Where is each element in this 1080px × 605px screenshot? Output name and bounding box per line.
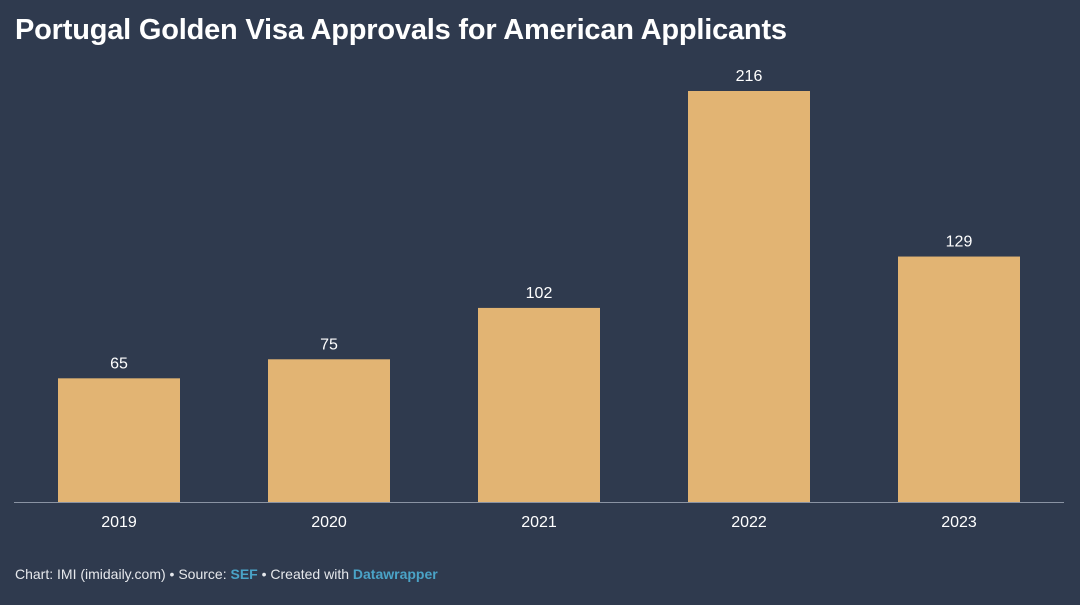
chart-title: Portugal Golden Visa Approvals for Ameri… [15, 14, 787, 46]
category-label-2020: 2020 [311, 514, 347, 531]
value-label-2021: 102 [526, 285, 553, 302]
source-prefix: Source: [178, 566, 231, 582]
source-link[interactable]: SEF [230, 566, 258, 582]
bar-2023 [898, 256, 1020, 502]
category-label-2022: 2022 [731, 514, 767, 531]
value-label-2023: 129 [946, 234, 973, 251]
bar-chart: 65 2019 75 2020 102 2021 216 2022 129 2023 [14, 68, 1064, 531]
value-label-2019: 65 [110, 355, 128, 372]
labels-group: 65 2019 75 2020 102 2021 216 2022 129 2023 [101, 68, 977, 531]
category-label-2023: 2023 [941, 514, 977, 531]
bar-2019 [58, 378, 180, 502]
created-with-prefix: Created with [270, 566, 353, 582]
value-label-2022: 216 [736, 68, 763, 85]
bar-2022 [688, 91, 810, 502]
bars-group [58, 91, 1020, 502]
category-label-2021: 2021 [521, 514, 557, 531]
footer-separator: • [257, 566, 271, 582]
footer-separator: • [165, 566, 179, 582]
bar-2020 [268, 359, 390, 502]
bar-2021 [478, 307, 600, 502]
category-label-2019: 2019 [101, 514, 137, 531]
value-label-2020: 75 [320, 336, 338, 353]
chart-footer: Chart: IMI (imidaily.com) • Source: SEF … [15, 566, 438, 582]
chart-credit: Chart: IMI (imidaily.com) [15, 566, 166, 582]
datawrapper-link[interactable]: Datawrapper [352, 566, 438, 582]
